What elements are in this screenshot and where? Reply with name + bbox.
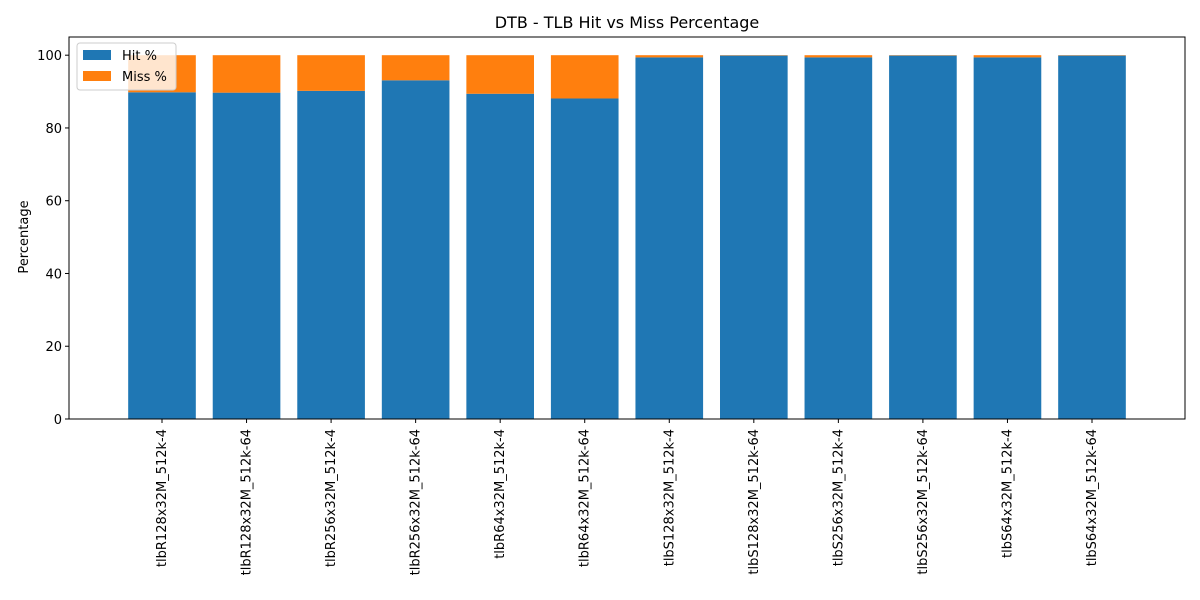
bar-hit-2 (297, 90, 365, 419)
x-tick-label-2: tlbR256x32M_512k-4 (324, 429, 339, 567)
legend: Hit % Miss % (76, 42, 177, 91)
bar-hit-9 (889, 55, 957, 419)
bar-hit-1 (212, 92, 281, 420)
bar-miss-1 (212, 55, 281, 93)
x-tick-label-4: tlbR64x32M_512k-4 (493, 429, 508, 559)
y-tick-label-3: 60 (45, 195, 62, 210)
bar-miss-8 (804, 55, 873, 58)
legend-label-hit: Hit % (122, 49, 157, 64)
bar-hit-5 (550, 98, 619, 419)
axes-layer: tlbR128x32M_512k-4 tlbR128x32M_512k-64 tlb… (37, 49, 1100, 575)
plot-area-frame (68, 36, 1186, 420)
y-axis-label: Percentage (17, 200, 32, 273)
y-tick-label-0: 0 (54, 413, 62, 428)
x-tick-label-10: tlbS64x32M_512k-4 (1000, 429, 1015, 558)
bar-hit-10 (973, 57, 1042, 420)
y-tick-label-2: 40 (45, 267, 62, 282)
x-tick-label-0: tlbR128x32M_512k-4 (155, 429, 170, 567)
bar-hit-11 (1058, 55, 1126, 419)
bar-miss-10 (973, 55, 1042, 58)
y-tick-label-4: 80 (45, 122, 62, 137)
chart-title: DTB - TLB Hit vs Miss Percentage (495, 13, 760, 32)
bar-hit-0 (128, 92, 196, 420)
legend-swatch-miss (83, 71, 111, 81)
x-tick-label-5: tlbR64x32M_512k-64 (578, 429, 593, 567)
bar-hit-3 (381, 80, 450, 419)
x-tick-label-9: tlbS256x32M_512k-64 (916, 429, 931, 575)
bar-miss-5 (550, 55, 619, 99)
y-tick-label-1: 20 (45, 340, 62, 355)
legend-swatch-hit (83, 50, 111, 60)
bar-hit-4 (466, 93, 534, 420)
bars-layer (128, 55, 1126, 420)
x-tick-label-11: tlbS64x32M_512k-64 (1085, 429, 1100, 566)
bar-miss-3 (381, 55, 450, 81)
bar-hit-6 (635, 57, 704, 420)
x-tick-label-3: tlbR256x32M_512k-64 (409, 429, 424, 575)
bar-miss-2 (297, 55, 365, 91)
bar-miss-4 (466, 55, 534, 94)
bar-hit-7 (720, 55, 788, 419)
x-tick-label-7: tlbS128x32M_512k-64 (747, 429, 762, 575)
x-tick-label-1: tlbR128x32M_512k-64 (240, 429, 255, 575)
bar-hit-8 (804, 57, 873, 420)
x-tick-label-6: tlbS128x32M_512k-4 (662, 429, 677, 566)
legend-label-miss: Miss % (122, 70, 167, 85)
y-tick-label-5: 100 (37, 49, 62, 64)
bar-miss-6 (635, 55, 704, 58)
x-tick-label-8: tlbS256x32M_512k-4 (831, 429, 846, 566)
